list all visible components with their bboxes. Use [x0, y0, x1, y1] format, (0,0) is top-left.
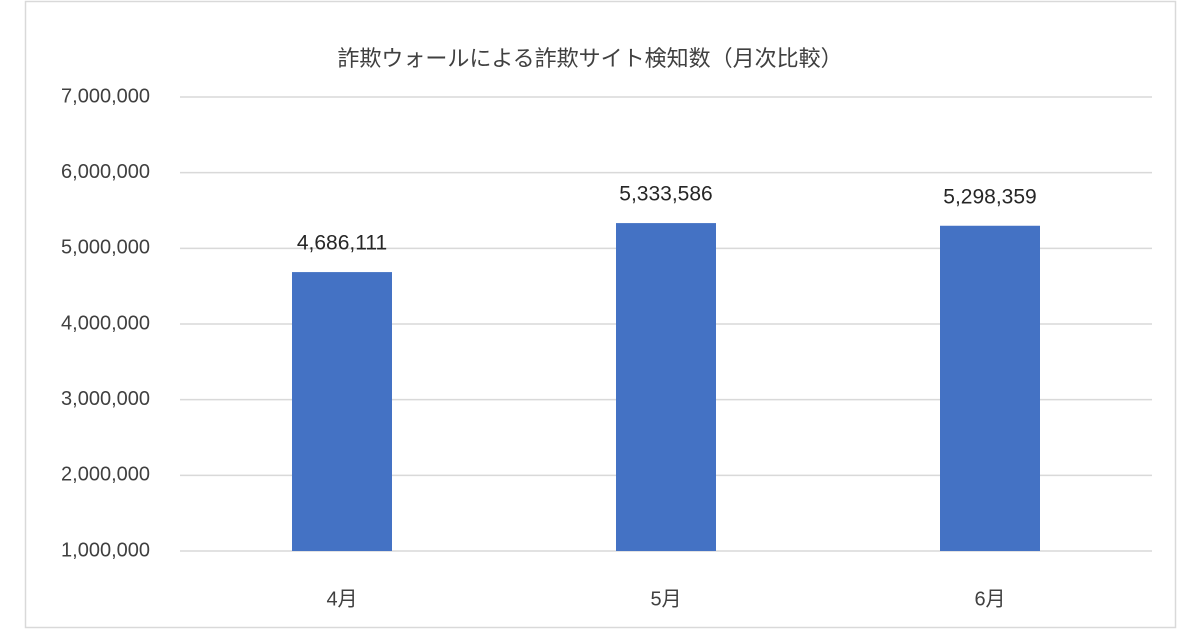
value-label: 4,686,111 [297, 232, 387, 255]
x-tick-label: 5月 [650, 588, 681, 610]
y-tick-label: 3,000,000 [61, 388, 150, 410]
bar [292, 272, 392, 551]
value-label: 5,298,359 [943, 185, 1036, 208]
value-label: 5,333,586 [619, 183, 712, 206]
x-tick-label: 4月 [326, 588, 357, 610]
y-tick-label: 4,000,000 [61, 312, 150, 334]
bar [940, 225, 1040, 551]
chart-title: 詐欺ウォールによる詐欺サイト検知数（月次比較） [337, 46, 842, 71]
y-tick-label: 6,000,000 [61, 161, 150, 183]
y-tick-label: 7,000,000 [61, 85, 150, 107]
bar [616, 223, 716, 552]
x-tick-label: 6月 [974, 588, 1005, 610]
y-tick-label: 1,000,000 [61, 539, 150, 561]
y-tick-label: 5,000,000 [61, 237, 150, 259]
y-tick-label: 2,000,000 [61, 464, 150, 486]
